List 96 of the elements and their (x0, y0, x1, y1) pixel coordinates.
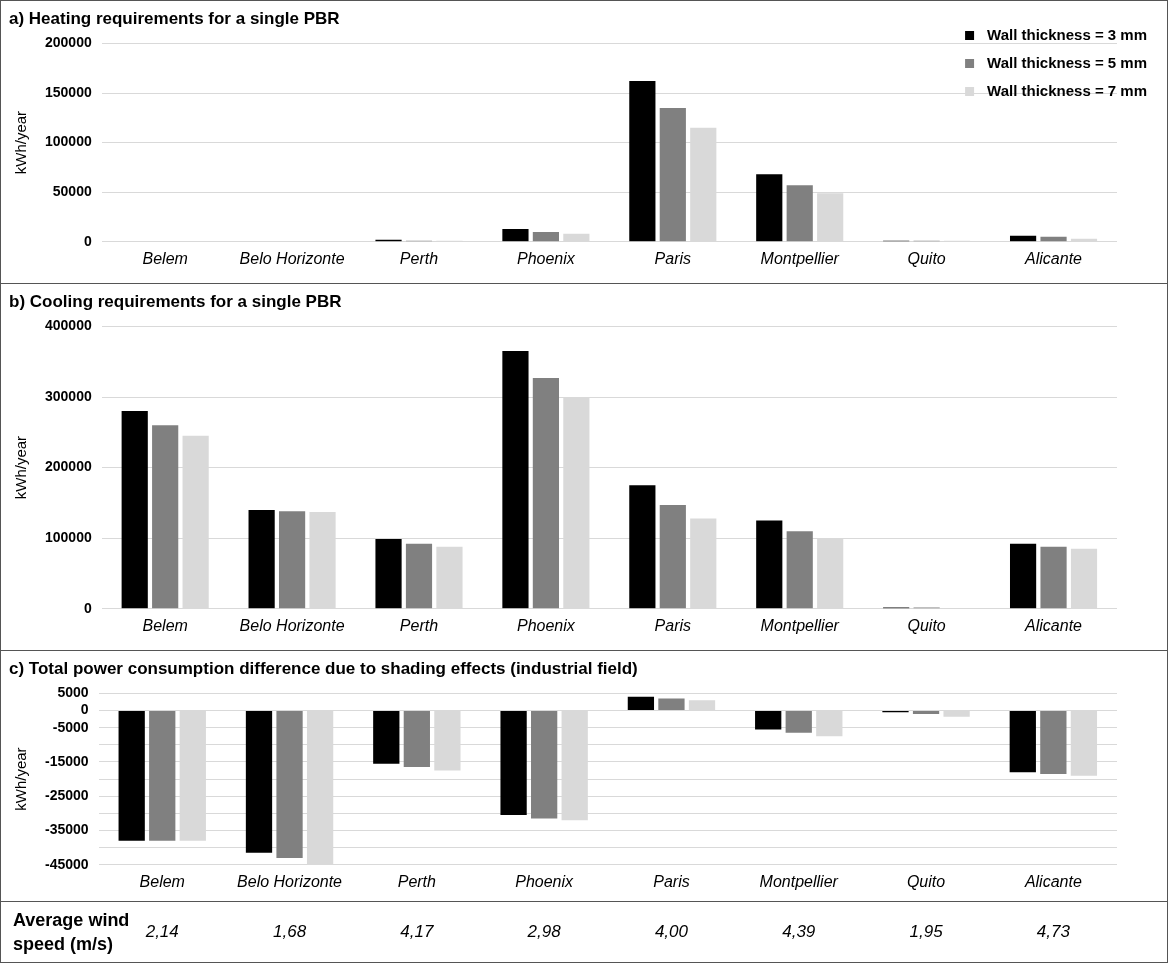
x-tick-label: Belo Horizonte (239, 249, 345, 267)
bar (531, 711, 558, 819)
bar (502, 351, 529, 609)
y-tick-label: 0 (80, 701, 89, 718)
x-tick-label: Paris (653, 872, 690, 890)
bar (1009, 543, 1037, 609)
x-tick-label: Perth (399, 616, 439, 634)
bar (785, 711, 812, 733)
y-tick-label: 150000 (45, 83, 92, 100)
x-tick-label: Montpellier (760, 616, 840, 634)
chart-title: c) Total power consumption difference due to shading effects (industrial field) (9, 658, 638, 678)
y-tick-label: -45000 (45, 855, 89, 872)
y-tick-label: 5000 (57, 684, 89, 701)
text: 4,39 (782, 921, 816, 941)
bar (912, 711, 940, 714)
bar (659, 107, 686, 242)
bar (629, 81, 656, 242)
x-tick-label: Belem (139, 872, 185, 890)
chart-title: b) Cooling requirements for a single PBR (9, 291, 342, 311)
y-tick-label: 200000 (45, 34, 92, 51)
x-tick-label: Quito (907, 249, 946, 267)
x-tick-label: Montpellier (759, 872, 839, 890)
y-tick-label: 100000 (45, 133, 92, 150)
bar (405, 543, 433, 609)
bar (756, 174, 783, 242)
text: 4,17 (400, 921, 434, 941)
bar (1040, 546, 1067, 609)
bar (1009, 235, 1037, 242)
bar (502, 228, 529, 242)
bar (532, 377, 559, 609)
bar (658, 698, 685, 711)
bar (149, 711, 176, 841)
chart-title: a) Heating requirements for a single PBR (9, 8, 340, 28)
bar (1040, 711, 1067, 774)
bar (278, 511, 306, 609)
bar (532, 231, 559, 242)
y-tick-label: 300000 (45, 387, 92, 404)
bar (755, 711, 782, 730)
x-tick-label: Phoenix (516, 616, 576, 634)
x-tick-label: Montpellier (760, 249, 840, 267)
bar (152, 425, 179, 609)
bar (403, 711, 430, 768)
x-tick-label: Alicante (1023, 872, 1082, 890)
y-tick-label: 0 (83, 232, 92, 249)
y-tick-label: 400000 (45, 317, 92, 334)
x-tick-label: Quito (907, 616, 946, 634)
y-axis-title: kWh/year (12, 435, 30, 500)
bar (373, 711, 400, 764)
legend-label: Wall thickness = 5 mm (987, 54, 1148, 72)
bar (1009, 711, 1036, 773)
text: 1,68 (273, 921, 307, 941)
text: Average wind speed (m/s) (13, 909, 130, 954)
text: 2,98 (526, 921, 562, 941)
bar (629, 485, 656, 609)
y-tick-label: -25000 (45, 787, 89, 804)
bar (121, 411, 148, 609)
x-tick-label: Belo Horizonte (237, 872, 343, 890)
bar (756, 520, 783, 609)
y-tick-label: 100000 (45, 529, 92, 546)
bar (627, 696, 655, 711)
bar (786, 531, 813, 609)
y-tick-label: 50000 (52, 183, 92, 200)
bar (276, 711, 303, 858)
y-axis-title: kWh/year (12, 747, 30, 811)
legend-label: Wall thickness = 7 mm (987, 82, 1148, 100)
bar (375, 538, 402, 609)
bar (500, 711, 527, 816)
x-tick-label: Belo Horizonte (239, 616, 345, 634)
x-tick-label: Alicante (1024, 616, 1083, 634)
x-tick-label: Quito (906, 872, 946, 890)
x-tick-label: Alicante (1024, 249, 1083, 267)
bar (786, 185, 813, 242)
bar (248, 509, 275, 609)
x-tick-label: Perth (399, 249, 439, 267)
text: 4,00 (654, 921, 689, 941)
y-axis-title: kWh/year (12, 110, 30, 175)
text: 2,14 (144, 921, 179, 941)
y-tick-label: -5000 (52, 718, 89, 735)
legend-label: Wall thickness = 3 mm (987, 26, 1148, 44)
bar (118, 711, 145, 841)
x-tick-label: Phoenix (515, 872, 575, 890)
x-tick-label: Perth (397, 872, 437, 890)
y-tick-label: 200000 (45, 458, 92, 475)
y-tick-label: 0 (83, 599, 92, 616)
bar (659, 505, 686, 609)
bar (1040, 236, 1067, 242)
y-tick-label: -35000 (45, 821, 89, 838)
x-tick-label: Paris (654, 616, 692, 634)
bar (245, 711, 273, 853)
x-tick-label: Belem (142, 616, 188, 634)
x-tick-label: Phoenix (516, 249, 576, 267)
text: 1,95 (909, 921, 944, 941)
text: 4,73 (1036, 921, 1071, 941)
y-tick-label: -15000 (45, 752, 89, 769)
x-tick-label: Belem (142, 249, 188, 267)
x-tick-label: Paris (654, 249, 692, 267)
